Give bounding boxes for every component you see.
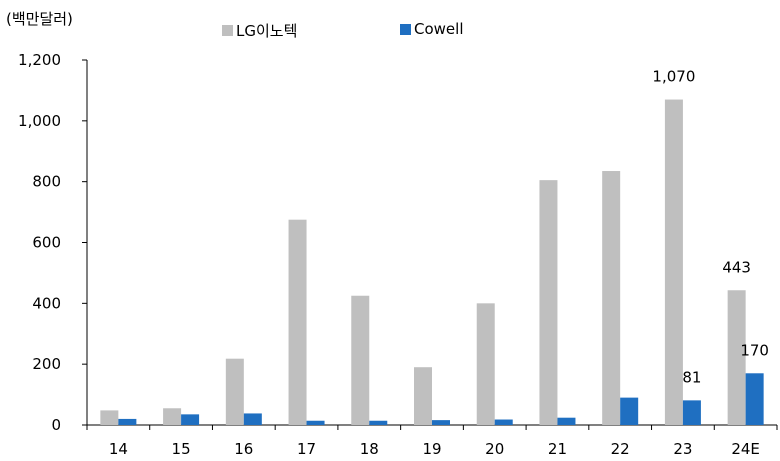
bar-cowell xyxy=(432,420,450,425)
bar-cowell xyxy=(118,418,137,425)
bar-cowell xyxy=(494,419,513,425)
data-label: 1,070 xyxy=(652,68,695,86)
x-tick-label: 22 xyxy=(611,440,630,458)
x-tick-label: 19 xyxy=(422,440,441,458)
x-tick-label: 21 xyxy=(548,440,567,458)
y-tick-label: 600 xyxy=(32,234,61,252)
x-tick-label: 20 xyxy=(485,440,504,458)
legend-item-cowell: Cowell xyxy=(400,20,463,38)
data-label: 170 xyxy=(740,341,769,359)
bar-lg xyxy=(414,367,432,425)
bar-lg xyxy=(163,408,182,425)
y-tick-label: 1,000 xyxy=(18,112,61,130)
bar-lg xyxy=(288,219,307,425)
bar-cowell xyxy=(620,397,639,425)
legend-label-lg: LG이노텍 xyxy=(236,22,298,40)
y-tick-label: 400 xyxy=(32,294,61,312)
bar-lg xyxy=(100,410,119,425)
legend-swatch-cowell xyxy=(400,23,411,35)
bar-cowell xyxy=(243,413,262,425)
bar-lg xyxy=(476,303,495,425)
data-label: 443 xyxy=(722,258,751,276)
bar-lg xyxy=(602,171,621,425)
x-tick-label: 17 xyxy=(297,440,316,458)
bar-cowell xyxy=(181,414,200,425)
legend-item-lg: LG이노텍 xyxy=(222,20,297,41)
unit-label: (백만달러) xyxy=(6,10,73,28)
y-tick-label: 800 xyxy=(32,173,61,191)
x-tick-label: 24E xyxy=(731,440,760,458)
x-tick-label: 15 xyxy=(172,440,191,458)
bar-lg xyxy=(351,295,370,425)
bar-cowell xyxy=(369,420,388,425)
bar-lg xyxy=(539,180,558,425)
bar-cowell xyxy=(557,417,576,425)
bar-lg xyxy=(225,358,244,425)
bar-cowell xyxy=(682,400,701,425)
legend-swatch-lg xyxy=(222,25,233,36)
bar-lg xyxy=(664,99,683,426)
y-tick-label: 200 xyxy=(32,355,61,373)
x-tick-label: 16 xyxy=(234,440,253,458)
y-tick-label: 1,200 xyxy=(18,51,61,69)
bar-cowell xyxy=(745,373,764,425)
x-tick-label: 23 xyxy=(673,440,692,458)
y-tick-label: 0 xyxy=(51,416,61,434)
legend-label-cowell: Cowell xyxy=(414,20,464,38)
x-tick-label: 14 xyxy=(109,440,128,458)
x-tick-label: 18 xyxy=(360,440,379,458)
data-label: 81 xyxy=(682,368,701,386)
bar-lg xyxy=(727,290,746,425)
bar-cowell xyxy=(306,420,325,425)
